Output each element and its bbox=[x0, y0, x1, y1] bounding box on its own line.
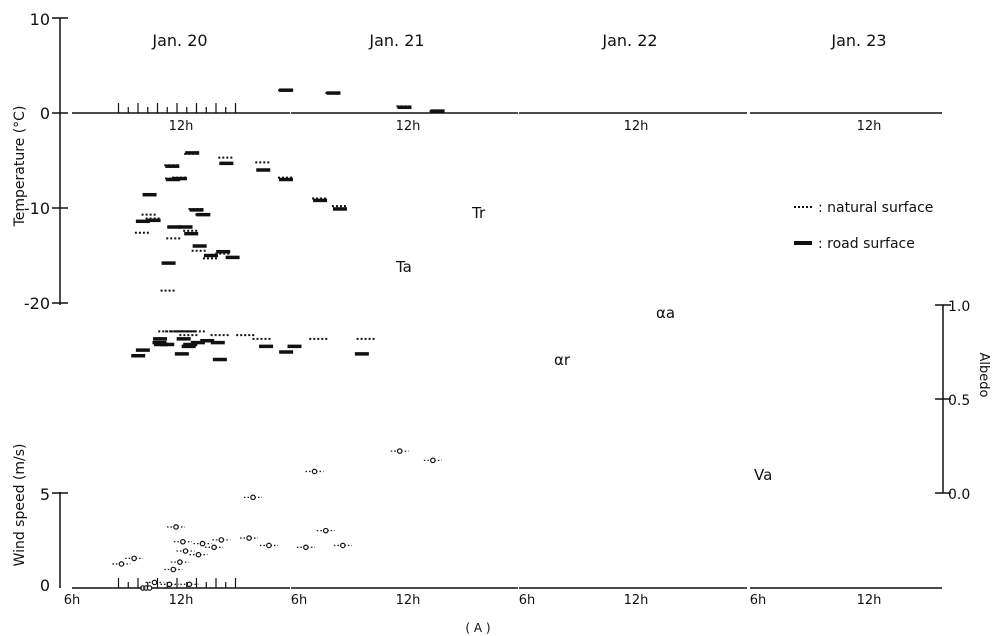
temp-tick-minus20: -20 bbox=[24, 294, 50, 313]
mark-wind-4-10 bbox=[177, 559, 183, 565]
mark-wind-4-3 bbox=[173, 524, 179, 530]
mark-wind-4-0 bbox=[118, 561, 125, 567]
annotation-alpha-r: αr bbox=[554, 351, 571, 369]
bottom-axis-start-label-jan21: 6h bbox=[291, 593, 308, 608]
mark-wind-4-7 bbox=[218, 537, 225, 543]
axes-layer bbox=[52, 17, 951, 589]
mark-wind-4-15 bbox=[322, 527, 329, 534]
mark-wind-4-25 bbox=[250, 494, 256, 501]
mark-wind-4-12 bbox=[151, 579, 158, 586]
annotation-alpha-a: αa bbox=[656, 304, 675, 322]
mark-wind-4-9 bbox=[182, 548, 189, 554]
albedo-tick-0: 0.0 bbox=[948, 487, 970, 503]
bottom-axis-noon-label-jan23: 12h bbox=[857, 593, 882, 608]
mark-wind-4-22 bbox=[430, 457, 436, 464]
day-title-jan23: Jan. 23 bbox=[830, 31, 886, 50]
mark-wind-4-1 bbox=[131, 555, 137, 562]
mark-wind-4-8 bbox=[199, 540, 206, 547]
temp-tick-minus10: -10 bbox=[24, 199, 50, 218]
top-axis-noon-label-jan23: 12h bbox=[857, 119, 882, 134]
mark-wind-4-5 bbox=[195, 551, 202, 558]
albedo-axis-label: Albedo bbox=[976, 353, 991, 398]
albedo-tick-05: 0.5 bbox=[948, 393, 970, 409]
mark-wind-4-17 bbox=[266, 542, 272, 549]
day-title-jan20: Jan. 20 bbox=[151, 31, 207, 50]
legend: : natural surface : road surface bbox=[794, 200, 933, 252]
legend-natural-label: : natural surface bbox=[818, 200, 933, 216]
mark-wind-4-24 bbox=[311, 468, 318, 475]
temp-tick-10: 10 bbox=[30, 10, 50, 29]
mark-wind-4-4 bbox=[180, 538, 186, 545]
albedo-tick-1: 1.0 bbox=[948, 299, 970, 315]
temp-tick-0: 0 bbox=[40, 104, 50, 123]
annotation-ta: Ta bbox=[395, 258, 412, 276]
mark-wind-4-19 bbox=[186, 581, 193, 588]
figure-caption: ( A ) bbox=[465, 621, 490, 635]
mark-wind-4-23 bbox=[396, 448, 403, 454]
top-axis-noon-label-jan21: 12h bbox=[396, 119, 421, 134]
mark-wind-4-20 bbox=[166, 581, 173, 588]
mark-wind-4-16 bbox=[303, 544, 309, 551]
mark-wind-4-14 bbox=[340, 542, 346, 549]
annotation-va: Va bbox=[754, 466, 772, 484]
mark-wind-4-6 bbox=[211, 544, 217, 551]
annotation-tr: Tr bbox=[471, 204, 486, 222]
bottom-axis-noon-label-jan20: 12h bbox=[169, 593, 194, 608]
wind-axis-label: Wind speed (m/s) bbox=[12, 444, 28, 567]
top-axis-noon-label-jan20: 12h bbox=[169, 119, 194, 134]
day-title-jan21: Jan. 21 bbox=[368, 31, 424, 50]
temperature-axis-label: Temperature (°C) bbox=[12, 106, 28, 228]
marks-layer bbox=[112, 88, 446, 591]
top-axis-noon-label-jan22: 12h bbox=[624, 119, 649, 134]
wind-tick-0: 0 bbox=[40, 576, 50, 595]
bottom-axis-start-label-jan20: 6h bbox=[64, 593, 81, 608]
mark-wind-4-11 bbox=[170, 566, 177, 573]
bottom-axis-start-label-jan23: 6h bbox=[750, 593, 767, 608]
day-title-jan22: Jan. 22 bbox=[601, 31, 657, 50]
mark-wind-4-18 bbox=[246, 535, 252, 541]
bottom-axis-noon-label-jan21: 12h bbox=[396, 593, 421, 608]
mark-wind-4-21 bbox=[146, 585, 153, 591]
wind-tick-5: 5 bbox=[40, 485, 50, 504]
legend-road-label: : road surface bbox=[818, 236, 915, 252]
bottom-axis-noon-label-jan22: 12h bbox=[624, 593, 649, 608]
bottom-axis-start-label-jan22: 6h bbox=[519, 593, 536, 608]
